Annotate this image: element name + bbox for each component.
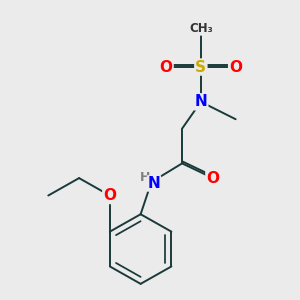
Text: H: H: [140, 171, 150, 184]
Text: O: O: [103, 188, 116, 203]
Text: O: O: [160, 59, 172, 74]
Text: N: N: [194, 94, 207, 109]
Text: CH₃: CH₃: [189, 22, 213, 35]
Text: O: O: [229, 59, 242, 74]
Text: N: N: [148, 176, 160, 191]
Text: S: S: [195, 59, 206, 74]
Text: O: O: [206, 171, 219, 186]
